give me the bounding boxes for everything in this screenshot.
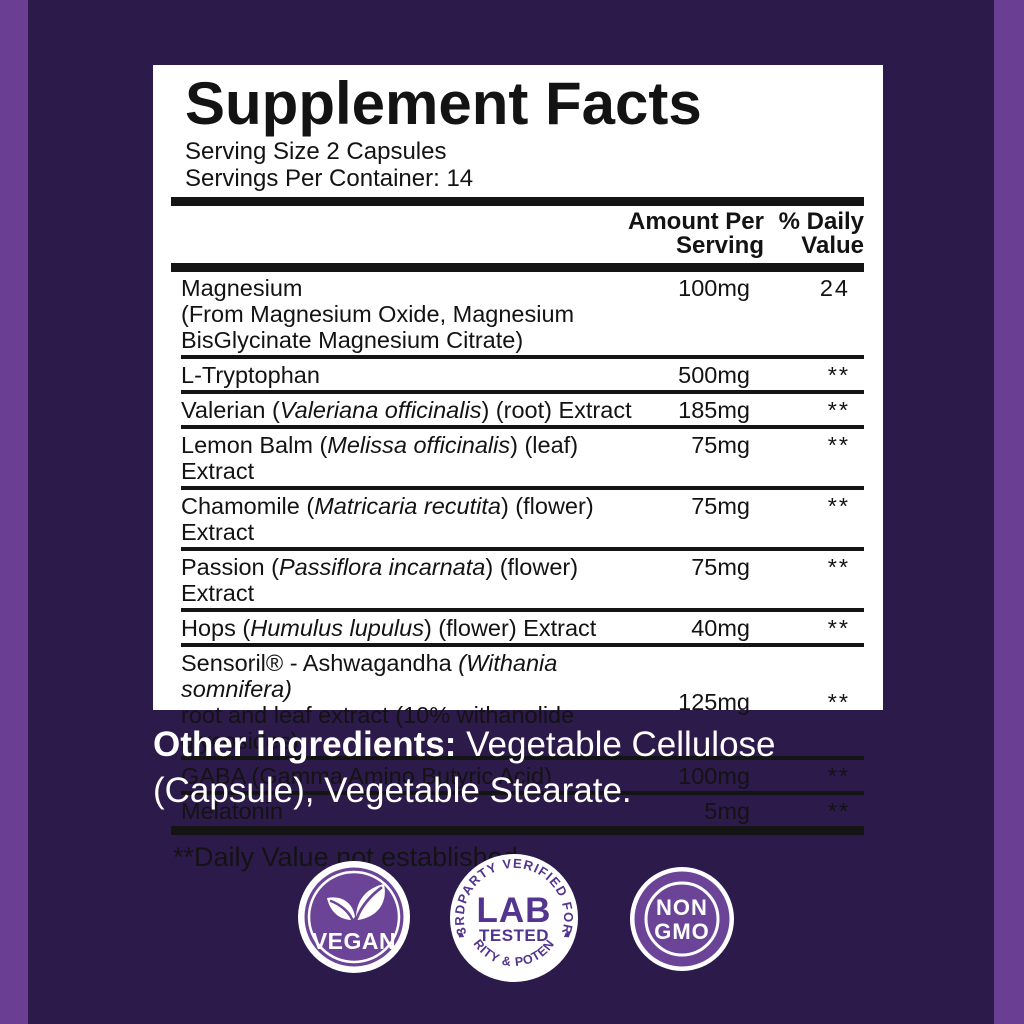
species-text: Melissa officinalis xyxy=(327,432,511,459)
name-text: Passion ( xyxy=(181,554,279,581)
amount-value: 5mg xyxy=(704,798,750,825)
serving-size: Serving Size 2 Capsules xyxy=(185,138,447,166)
table-row-gaba: GABA (Gamma Amino Butyric Acid) 100mg ** xyxy=(181,760,864,796)
name-text: Sensoril® - Ashwagandha xyxy=(181,650,459,677)
other-ingredients-label: Other ingredients: xyxy=(153,725,457,764)
supplement-facts-title: Supplement Facts xyxy=(185,70,702,137)
amount-value: 75mg xyxy=(691,554,750,581)
name-text: Chamomile ( xyxy=(181,493,315,520)
name-text: Valerian ( xyxy=(181,397,280,424)
supplement-facts-panel: Supplement Facts Serving Size 2 Capsules… xyxy=(153,65,883,872)
amount-per-serving-header: Amount Per Serving xyxy=(604,210,764,258)
ingredient-name: Lemon Balm (Melissa officinalis) (leaf) … xyxy=(181,432,640,484)
table-row-magnesium: Magnesium (From Magnesium Oxide, Magnesi… xyxy=(181,272,864,360)
non-gmo-line1: NON xyxy=(656,895,708,920)
divider-bar-thick xyxy=(171,826,864,836)
table-row-valerian: Valerian (Valeriana officinalis) (root) … xyxy=(181,394,864,430)
daily-value: ** xyxy=(827,798,850,825)
header-amount-line1: Amount Per xyxy=(627,208,764,236)
ingredient-name: Magnesium (From Magnesium Oxide, Magnesi… xyxy=(181,275,640,353)
header-amount-line2: Serving xyxy=(675,232,764,260)
name-suffix: ) (flower) Extract xyxy=(181,554,579,607)
name-text: Melatonin xyxy=(181,798,283,825)
divider-bar-thick xyxy=(171,197,864,207)
table-header: Amount Per Serving % Daily Value xyxy=(181,206,864,263)
daily-value: ** xyxy=(827,615,850,642)
amount-value: 500mg xyxy=(678,362,750,389)
amount-value: 125mg xyxy=(678,689,750,716)
name-text: L-Tryptophan xyxy=(181,362,320,389)
header-dv-line1: % Daily xyxy=(778,208,864,236)
vegan-label: VEGAN xyxy=(312,928,396,954)
ingredient-name: L-Tryptophan xyxy=(181,362,640,388)
table-row-sensoril-ashwagandha: Sensoril® - Ashwagandha (Withania somnif… xyxy=(181,647,864,761)
amount-value: 100mg xyxy=(678,763,750,790)
amount-value: 75mg xyxy=(691,493,750,520)
table-row-chamomile: Chamomile (Matricaria recutita) (flower)… xyxy=(181,490,864,552)
table-row-hops: Hops (Humulus lupulus) (flower) Extract … xyxy=(181,612,864,648)
table-row-l-tryptophan: L-Tryptophan 500mg ** xyxy=(181,359,864,395)
name-text: Lemon Balm ( xyxy=(181,432,328,459)
servings-per-container: Servings Per Container: 14 xyxy=(185,165,474,193)
daily-value: ** xyxy=(827,397,850,424)
species-text: Valeriana officinalis xyxy=(279,397,482,424)
table-row-passion: Passion (Passiflora incarnata) (flower) … xyxy=(181,551,864,613)
lab-center-line1: LAB xyxy=(477,891,552,930)
name-line2: (From Magnesium Oxide, Magnesium xyxy=(181,301,575,328)
amount-value: 40mg xyxy=(691,615,750,642)
other-ingredients-text: Vegetable Cellulose (Capsule), Vegetable… xyxy=(153,725,776,810)
amount-value: 75mg xyxy=(691,432,750,459)
name-suffix: ) (flower) Extract xyxy=(181,493,594,546)
daily-value: ** xyxy=(827,362,850,389)
ingredient-name: Hops (Humulus lupulus) (flower) Extract xyxy=(181,615,640,641)
name-line2: root and leaf extract (10% withanolide g… xyxy=(181,702,575,755)
amount-value: 100mg xyxy=(678,275,750,302)
badge-fill xyxy=(634,871,730,967)
species-text: (Withania somnifera) xyxy=(181,650,558,703)
species-text: Humulus lupulus xyxy=(250,615,424,642)
species-text: Passiflora incarnata xyxy=(278,554,486,581)
ingredient-name: Chamomile (Matricaria recutita) (flower)… xyxy=(181,493,640,545)
right-package-stripe xyxy=(994,0,1024,1024)
daily-value: ** xyxy=(827,493,850,520)
ingredient-name: Passion (Passiflora incarnata) (flower) … xyxy=(181,554,640,606)
daily-value-header: % Daily Value xyxy=(764,210,864,258)
header-dv-line2: Value xyxy=(801,232,864,260)
name-suffix: ) (leaf) Extract xyxy=(181,432,579,485)
name-suffix: ) (root) Extract xyxy=(481,397,632,424)
name-suffix: ) (flower) Extract xyxy=(423,615,597,642)
lab-center-line2: TESTED xyxy=(479,926,549,945)
daily-value: 24 xyxy=(819,275,850,302)
other-ingredients: Other ingredients: Vegetable Cellulose (… xyxy=(153,722,863,814)
vegan-leaves-icon xyxy=(327,884,385,921)
left-package-stripe xyxy=(0,0,28,1024)
badge-inner-ring xyxy=(644,881,720,957)
table-row-lemon-balm: Lemon Balm (Melissa officinalis) (leaf) … xyxy=(181,429,864,491)
name-text: GABA (Gamma Amino Butyric Acid) xyxy=(181,763,552,790)
ingredient-name: Melatonin xyxy=(181,798,640,824)
non-gmo-line2: GMO xyxy=(654,919,710,944)
daily-value: ** xyxy=(827,554,850,581)
ingredient-name: Valerian (Valeriana officinalis) (root) … xyxy=(181,397,640,423)
badge-inner-ring xyxy=(307,870,401,964)
vegan-badge: VEGAN xyxy=(298,861,410,973)
name-line3: BisGlycinate Magnesium Citrate) xyxy=(181,327,524,354)
table-row-melatonin: Melatonin 5mg ** xyxy=(181,795,864,826)
amount-value: 185mg xyxy=(678,397,750,424)
lab-tested-badge: 3RDPARTY VERIFIED FOR PURITY & POTENCY ♦… xyxy=(449,853,578,982)
ingredient-name: Sensoril® - Ashwagandha (Withania somnif… xyxy=(181,650,640,754)
non-gmo-badge: NON GMO xyxy=(630,867,734,971)
ingredient-name: GABA (Gamma Amino Butyric Acid) xyxy=(181,763,640,789)
daily-value: ** xyxy=(827,763,850,790)
species-text: Matricaria recutita xyxy=(314,493,501,520)
badge-fill xyxy=(450,854,578,982)
name-text: Magnesium xyxy=(181,275,303,302)
divider-bar-thick xyxy=(171,263,864,273)
name-text: Hops ( xyxy=(181,615,251,642)
daily-value: ** xyxy=(827,689,850,716)
daily-value: ** xyxy=(827,432,850,459)
